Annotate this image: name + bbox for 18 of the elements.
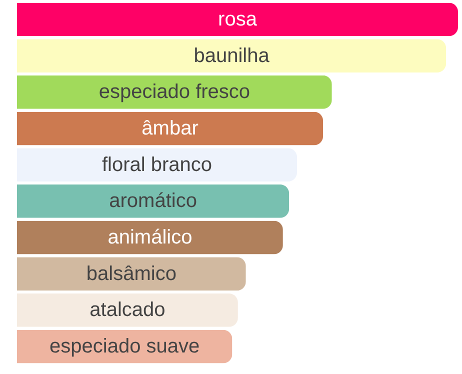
y-tick-label: floral branco	[102, 154, 212, 176]
bar	[17, 184, 290, 218]
bar	[17, 2, 458, 36]
y-tick-label: rosa	[218, 8, 258, 30]
y-tick-label: balsâmico	[86, 262, 176, 285]
bar	[17, 39, 446, 73]
y-tick-label: baunilha	[194, 44, 270, 67]
y-tick-label: especiado suave	[50, 336, 200, 358]
y-tick-label: atalcado	[90, 299, 166, 322]
y-tick-label: especiado fresco	[98, 81, 250, 104]
bar	[17, 75, 332, 109]
y-tick-label: animálico	[108, 226, 192, 249]
y-tick-label: âmbar	[142, 117, 199, 140]
y-tick-label: aromático	[109, 190, 197, 212]
bar	[17, 257, 246, 291]
bar	[17, 293, 238, 327]
bar	[17, 220, 283, 254]
bar	[17, 112, 324, 146]
